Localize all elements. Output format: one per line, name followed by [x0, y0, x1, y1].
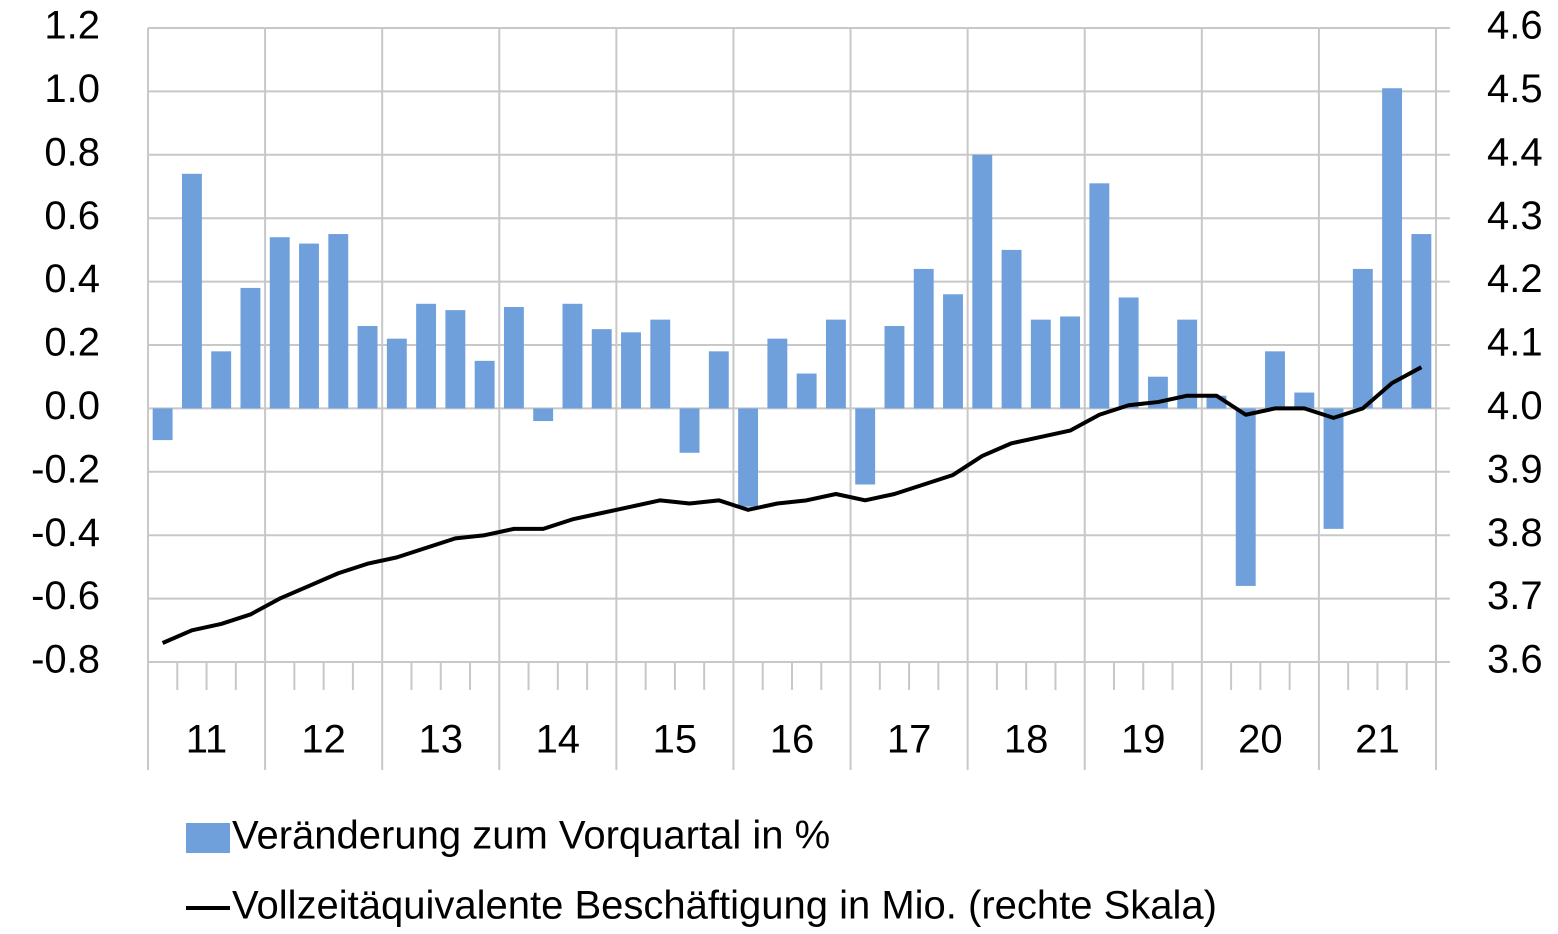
- bar: [211, 351, 232, 409]
- y-tick-label: 0.8: [44, 130, 100, 174]
- x-tick-label: 12: [301, 718, 346, 762]
- x-tick-label: 14: [536, 718, 581, 762]
- y2-tick-label: 4.2: [1487, 257, 1543, 301]
- bar: [884, 325, 905, 409]
- bar: [738, 408, 759, 507]
- legend-label: Vollzeitäquivalente Beschäftigung in Mio…: [232, 884, 1217, 928]
- bar: [972, 154, 993, 409]
- y-tick-label: 0.6: [44, 194, 100, 238]
- bar: [1265, 351, 1285, 409]
- bar: [767, 338, 788, 409]
- bar: [1411, 234, 1432, 409]
- bar: [328, 234, 349, 409]
- y2-tick-label: 4.1: [1487, 321, 1543, 365]
- bar: [708, 351, 729, 409]
- bar: [1235, 408, 1256, 586]
- bar: [1323, 408, 1344, 529]
- bar: [1294, 392, 1315, 409]
- x-tick-label: 19: [1121, 718, 1166, 762]
- x-tick-label: 11: [186, 718, 228, 762]
- y-tick-label: 0.4: [44, 257, 100, 301]
- bar: [1177, 319, 1198, 409]
- y-tick-label: -0.6: [31, 574, 100, 618]
- x-tick-label: 13: [418, 718, 463, 762]
- y2-tick-label: 3.8: [1487, 511, 1543, 555]
- bar: [386, 338, 407, 409]
- line: [161, 365, 1423, 645]
- bar: [825, 319, 846, 409]
- bar: [913, 268, 934, 409]
- x-tick-label: 16: [770, 718, 815, 762]
- bar: [679, 408, 700, 453]
- bar: [562, 303, 583, 409]
- bar: [1060, 316, 1081, 409]
- y2-tick-label: 3.9: [1487, 447, 1543, 491]
- bar: [1118, 297, 1139, 409]
- y2-tick-label: 4.3: [1487, 194, 1543, 238]
- bar: [1352, 268, 1373, 409]
- bar: [503, 306, 524, 409]
- y-tick-label: 0.2: [44, 321, 100, 365]
- y2-tick-label: 3.6: [1487, 638, 1543, 682]
- bar: [591, 329, 612, 409]
- bar: [240, 287, 261, 409]
- y-tick-label: 0.0: [44, 384, 100, 428]
- bar: [357, 325, 378, 409]
- y2-tick-label: 4.4: [1487, 130, 1543, 174]
- bar: [796, 373, 817, 409]
- y-tick-label: 1.0: [44, 67, 100, 111]
- y-tick-label: -0.2: [31, 447, 100, 491]
- x-tick-label: 17: [887, 718, 932, 762]
- y-tick-label: -0.8: [31, 638, 100, 682]
- bar: [1001, 249, 1022, 409]
- bar: [269, 237, 290, 409]
- y-tick-label: 1.2: [44, 4, 100, 48]
- bar: [445, 310, 466, 409]
- x-tick-label: 20: [1238, 718, 1283, 762]
- y2-tick-label: 3.7: [1487, 574, 1543, 618]
- legend-swatch: [186, 823, 230, 853]
- bar: [650, 319, 671, 409]
- bar: [299, 243, 319, 409]
- bar: [1382, 88, 1403, 409]
- x-tick-label: 15: [653, 718, 698, 762]
- bar: [1089, 183, 1110, 409]
- bar: [1030, 319, 1051, 409]
- y-tick-label: -0.4: [31, 511, 100, 555]
- bar: [181, 173, 202, 409]
- x-tick-label: 18: [1004, 718, 1049, 762]
- x-tick-label: 21: [1355, 718, 1400, 762]
- y2-tick-label: 4.0: [1487, 384, 1543, 428]
- bar: [152, 408, 173, 441]
- bar: [474, 360, 495, 409]
- bar: [855, 408, 876, 485]
- legend-label: Veränderung zum Vorquartal in %: [232, 814, 830, 858]
- bar: [621, 332, 641, 409]
- bar: [533, 408, 554, 422]
- bar: [943, 294, 963, 409]
- y2-tick-label: 4.6: [1487, 4, 1543, 48]
- bar: [416, 303, 437, 409]
- y2-tick-label: 4.5: [1487, 67, 1543, 111]
